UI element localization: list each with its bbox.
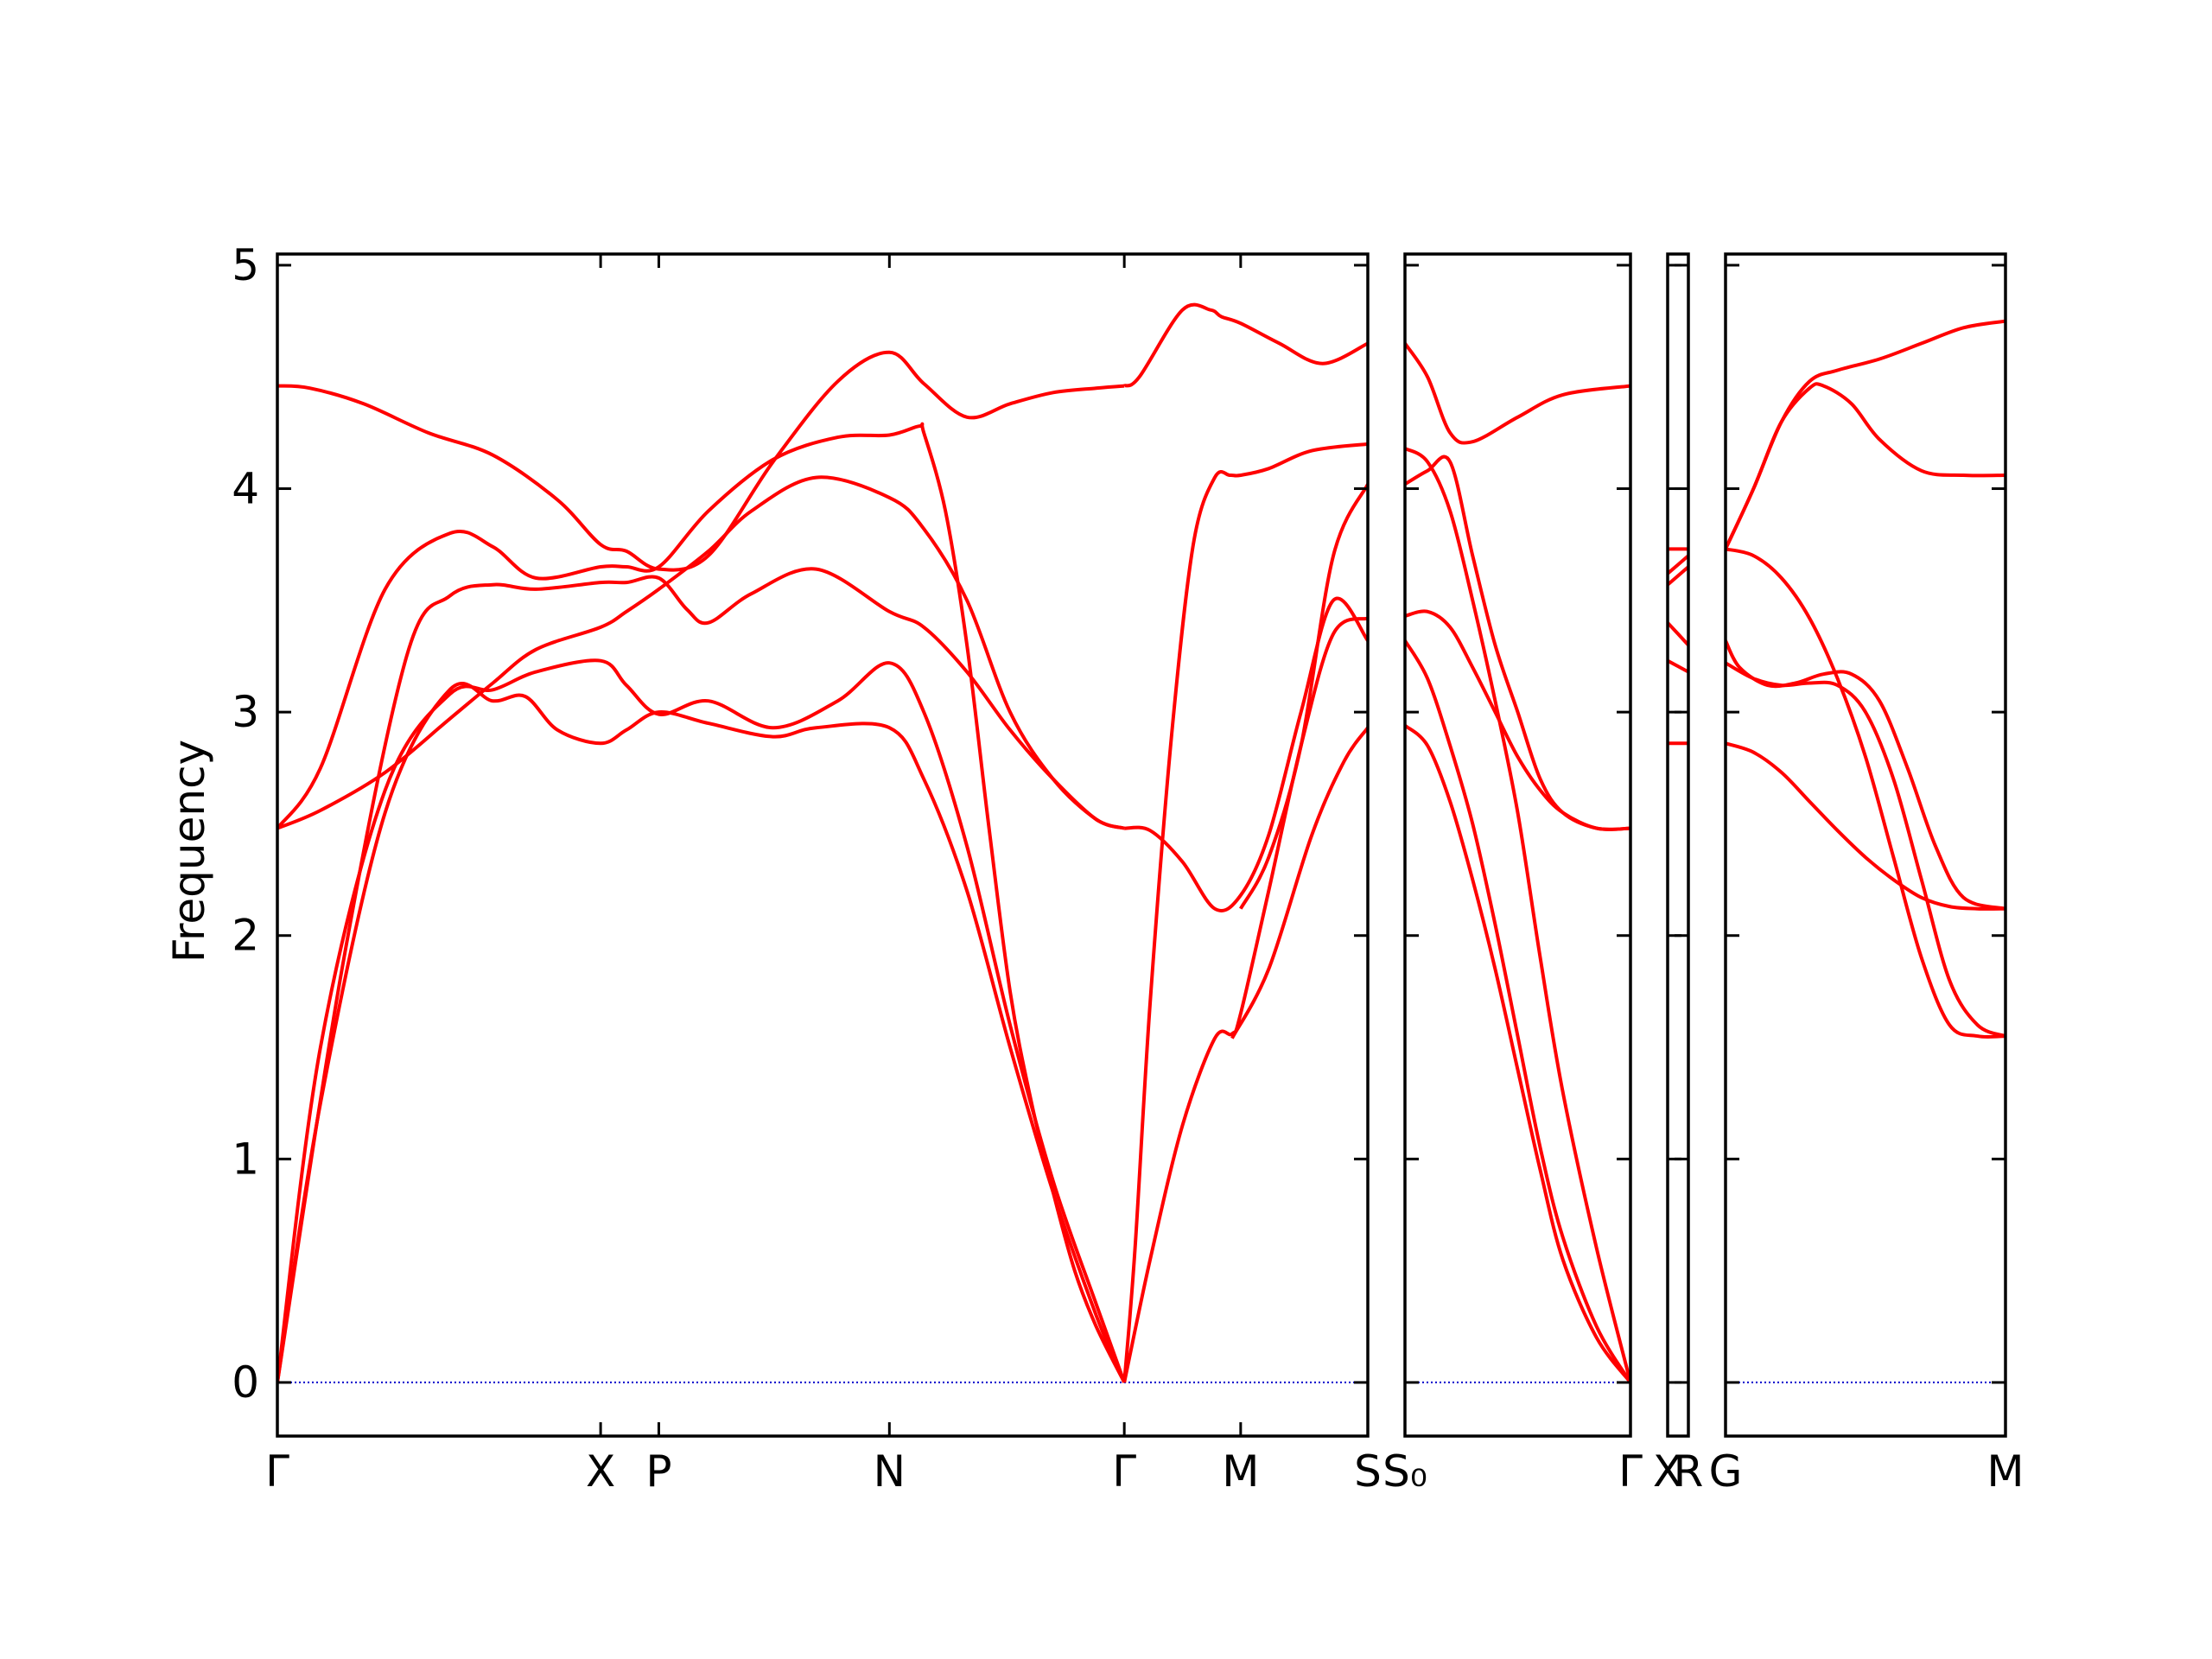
y-tick-label: 1: [232, 1134, 259, 1184]
x-tick-label: X: [586, 1446, 615, 1497]
band-line-5: [277, 658, 1127, 1383]
band-line-5: [1726, 741, 2005, 911]
x-tick-label: G: [1709, 1446, 1743, 1497]
x-tick-label: S: [1354, 1446, 1382, 1497]
x-tick-label: S₀: [1382, 1446, 1427, 1497]
y-tick-label: 5: [232, 240, 259, 290]
x-tick-label: Γ: [1618, 1446, 1643, 1497]
y-tick-label: 4: [232, 464, 259, 514]
band-line-8: [1124, 596, 1368, 912]
band-line-0: [1405, 342, 1630, 445]
band-line-3: [1668, 621, 1688, 646]
band-line-4: [1668, 658, 1688, 674]
bands: [1405, 342, 1630, 1384]
band-line-2: [1405, 447, 1630, 1383]
bands: [1668, 547, 1688, 746]
band-line-7: [1122, 442, 1368, 1383]
band-line-0: [1726, 319, 2005, 550]
y-tick-label: 0: [232, 1357, 259, 1408]
band-line-11: [1230, 727, 1368, 1039]
x-tick-label: Γ: [265, 1446, 289, 1497]
x-tick-label: N: [874, 1446, 906, 1497]
band-line-4: [277, 567, 1125, 1383]
band-line-10: [1239, 483, 1368, 910]
band-line-2: [277, 422, 1126, 1383]
x-tick-label: R: [1674, 1446, 1704, 1497]
band-line-5: [1405, 724, 1630, 1384]
y-tick-label: 3: [232, 687, 259, 737]
band-line-4: [1405, 639, 1630, 1383]
x-tick-label: M: [1986, 1446, 2024, 1497]
band-line-3: [277, 475, 1125, 830]
x-tick-label: M: [1222, 1446, 1259, 1497]
band-line-3: [1405, 609, 1630, 831]
band-line-1: [1123, 302, 1368, 388]
band-line-2: [1726, 547, 2005, 1039]
band-line-9: [1122, 616, 1368, 1383]
panel-2: S₀ Γ: [1382, 252, 1643, 1497]
bands: [1726, 319, 2005, 1039]
band-line-0: [277, 350, 1125, 572]
y-tick-label: 2: [232, 911, 259, 961]
axes-frame: [1403, 252, 1632, 1438]
x-tick-label: X: [1653, 1446, 1682, 1497]
x-tick-label: P: [645, 1446, 671, 1497]
band-line-4: [1726, 661, 2005, 1039]
panel-3: XR: [1653, 252, 1704, 1497]
x-tick-label: Γ: [1112, 1446, 1136, 1497]
axes-frame: [1666, 252, 1690, 1438]
axes-frame: [276, 252, 1370, 1438]
band-line-3: [1726, 639, 2005, 911]
bands: [277, 302, 1368, 1383]
band-line-6: [277, 682, 1127, 1383]
y-axis-label: Frequency: [164, 740, 214, 963]
axes-frame: [1724, 252, 2007, 1438]
band-line-1: [1726, 382, 2005, 550]
